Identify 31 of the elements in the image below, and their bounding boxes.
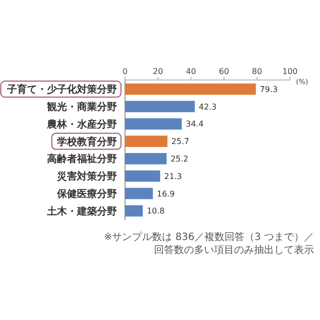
bar	[125, 136, 168, 147]
data-label: 34.4	[186, 120, 204, 129]
y-tick-label: 学校教育分野	[57, 136, 117, 148]
data-label: 21.3	[164, 172, 182, 181]
y-tick-label: 高齢者福祉分野	[47, 153, 117, 166]
data-label: 25.2	[170, 154, 188, 164]
y-tick-label: 災害対策分野	[56, 170, 117, 183]
data-label: 42.3	[198, 102, 217, 112]
y-tick-label: 子育て・少子化対策分野	[6, 84, 117, 96]
x-tick-label: 40	[186, 67, 196, 76]
data-label: 25.7	[171, 137, 190, 146]
bar	[125, 170, 160, 182]
x-tick-label: 60	[218, 67, 230, 76]
bar	[125, 188, 153, 200]
x-tick-label: 20	[152, 67, 164, 76]
data-label: 16.9	[156, 189, 175, 198]
x-tick-label: 80	[252, 67, 262, 76]
bar	[125, 153, 167, 164]
bar	[125, 100, 195, 112]
y-tick-label: 保健医療分野	[56, 188, 117, 200]
y-tick-label: 農林・水産分野	[46, 118, 117, 130]
bar	[125, 83, 256, 95]
x-tick-label: 100	[282, 67, 298, 76]
bar	[125, 118, 182, 130]
data-label: 10.8	[146, 206, 165, 216]
text: ※サンプル数は 836／複数回答（3 つまで）／回答数の多い項目のみ抽出して表示	[104, 231, 314, 256]
data-label: 79.3	[260, 84, 278, 94]
x-tick-label: 0	[122, 67, 128, 76]
y-tick-label: 観光・商業分野	[46, 101, 117, 114]
bar	[125, 205, 143, 217]
y-tick-label: 土木・建築分野	[46, 205, 117, 218]
